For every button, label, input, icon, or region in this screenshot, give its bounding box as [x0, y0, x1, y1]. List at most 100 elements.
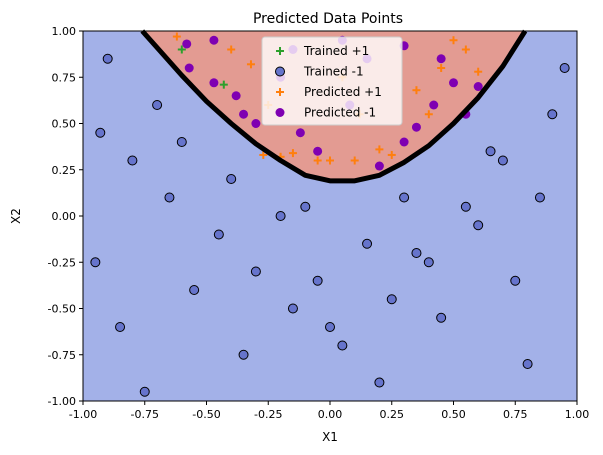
y-tick-label: 0.75	[52, 71, 77, 84]
data-point	[102, 53, 113, 64]
x-tick-label: -0.75	[131, 408, 159, 421]
data-point	[497, 155, 508, 166]
data-point	[411, 122, 421, 132]
data-point	[209, 35, 219, 45]
data-point	[436, 312, 447, 323]
data-point	[176, 137, 187, 147]
data-point	[337, 340, 348, 351]
chart-title: Predicted Data Points	[253, 11, 403, 27]
data-point	[374, 161, 384, 171]
data-point	[326, 156, 334, 165]
data-point	[449, 78, 458, 88]
data-point	[375, 145, 384, 154]
legend-marker	[275, 108, 285, 117]
x-tick-label: 0.25	[380, 408, 405, 421]
data-point	[226, 174, 237, 184]
data-point	[275, 211, 286, 221]
data-point	[239, 109, 249, 119]
legend-marker	[275, 66, 285, 77]
data-point	[350, 156, 359, 165]
legend-label: Predicted +1	[304, 85, 382, 99]
data-point	[412, 86, 421, 95]
data-point	[386, 294, 397, 305]
x-tick-label: 0.00	[318, 408, 343, 421]
data-point	[172, 32, 181, 41]
decision-boundary	[140, 29, 528, 184]
y-tick-label: 0.25	[52, 164, 77, 177]
data-point	[522, 359, 533, 369]
data-point	[177, 45, 186, 54]
legend-marker	[276, 47, 284, 55]
legend-label: Trained -1	[303, 65, 364, 79]
data-point	[510, 275, 521, 286]
data-point	[127, 155, 138, 166]
data-point	[474, 67, 483, 76]
y-tick-label: 1.00	[52, 25, 77, 38]
data-point	[238, 349, 249, 360]
data-point	[189, 285, 200, 295]
data-point	[559, 63, 570, 73]
x-axis-label: X1	[322, 430, 338, 444]
data-point	[436, 54, 446, 64]
y-tick-label: -0.75	[48, 349, 76, 362]
x-tick-label: 0.75	[503, 408, 528, 421]
data-point	[287, 303, 298, 314]
x-tick-label: -1.00	[69, 408, 97, 421]
data-point	[411, 248, 422, 258]
data-point	[209, 78, 219, 88]
data-point	[399, 137, 409, 147]
y-tick-label: -1.00	[48, 395, 76, 408]
data-point	[374, 377, 385, 388]
data-point	[362, 238, 373, 249]
legend-label: Predicted -1	[304, 106, 376, 120]
data-point	[313, 146, 323, 156]
data-point	[547, 109, 558, 120]
data-point	[251, 119, 261, 128]
y-axis-label: X2	[9, 208, 23, 224]
y-tick-label: -0.50	[48, 303, 76, 316]
data-point	[164, 192, 175, 203]
legend: Trained +1 Trained -1 Predicted +1 Predicte…	[261, 36, 403, 126]
data-point	[227, 45, 236, 54]
data-point	[288, 149, 297, 158]
data-point	[460, 201, 471, 212]
data-point	[313, 156, 322, 165]
data-point	[213, 229, 224, 240]
data-point	[231, 91, 241, 101]
x-tick-label: 0.50	[441, 408, 466, 421]
legend-label: Trained +1	[303, 44, 369, 58]
data-point	[423, 257, 434, 268]
data-point	[325, 322, 335, 332]
x-tick-label: -0.25	[254, 408, 282, 421]
data-point	[534, 192, 545, 203]
data-point	[152, 100, 163, 110]
data-point	[461, 45, 470, 54]
data-point	[250, 266, 261, 277]
data-point	[300, 201, 311, 212]
data-point	[115, 322, 126, 332]
data-point	[387, 150, 396, 159]
data-point	[182, 39, 192, 49]
legend-box	[261, 36, 403, 126]
data-point	[473, 82, 483, 91]
data-point	[95, 127, 106, 138]
data-point	[429, 100, 439, 110]
x-tick-label: -0.50	[192, 408, 220, 421]
data-point	[259, 150, 268, 159]
data-point	[437, 64, 446, 72]
x-tick-label: 1.00	[565, 408, 590, 421]
data-point	[449, 36, 458, 45]
data-point	[219, 80, 228, 89]
data-point	[424, 110, 433, 119]
data-point	[295, 128, 305, 138]
data-point	[139, 386, 150, 397]
y-tick-label: 0.50	[52, 118, 77, 131]
data-point	[246, 60, 255, 69]
y-tick-label: 0.00	[52, 210, 77, 223]
legend-marker	[276, 88, 284, 96]
data-point	[485, 146, 496, 157]
data-point	[184, 63, 194, 73]
data-point	[312, 275, 323, 286]
y-tick-label: -0.25	[48, 256, 76, 269]
